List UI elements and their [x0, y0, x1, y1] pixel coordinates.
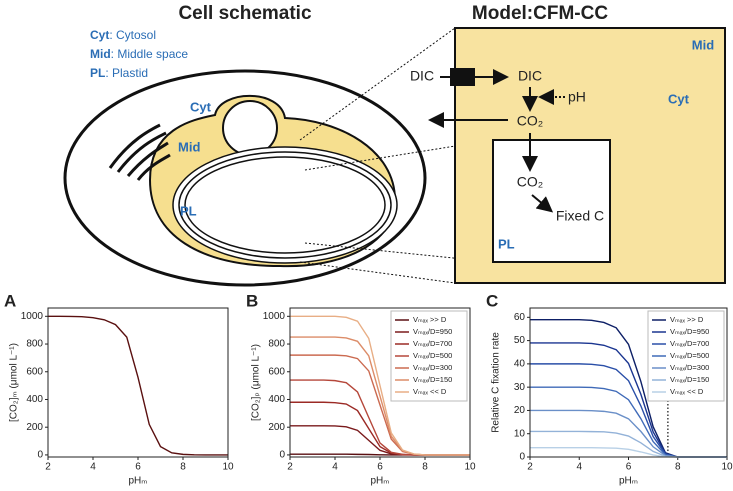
- cell-label: Cyt: [190, 99, 212, 114]
- x-tick-label: 6: [626, 462, 632, 473]
- y-axis-label: [CO₂]ₚ (μmol L⁻¹): [251, 344, 262, 421]
- x-tick-label: 2: [287, 462, 293, 473]
- legend-label: Vₘₐₓ/D=300: [670, 363, 709, 372]
- legend-label: Vₘₐₓ/D=700: [670, 339, 709, 348]
- legend-item: Cyt: Cytosol: [90, 28, 156, 42]
- y-tick-label: 10: [514, 428, 526, 439]
- plot-frame: [47, 307, 229, 458]
- model-label: Cyt: [668, 91, 690, 106]
- legend-label: Vₘₐₓ << D: [413, 387, 447, 396]
- data-line: [530, 430, 727, 458]
- schematic-title: Cell schematic: [178, 3, 311, 24]
- y-tick-label: 400: [268, 394, 285, 405]
- arrow: [531, 194, 554, 213]
- x-tick-label: 2: [527, 462, 533, 473]
- plastid-envelope: [172, 146, 398, 264]
- y-tick-label: 600: [268, 366, 285, 377]
- model-label: CO₂: [517, 174, 543, 190]
- model-title: Model:CFM-CC: [472, 3, 608, 24]
- y-tick-label: 1000: [21, 311, 44, 322]
- y-axis-label: [CO₂]ₘ (μmol L⁻¹): [9, 343, 20, 422]
- model-label: DIC: [518, 68, 542, 84]
- model-label: Fixed C: [556, 208, 604, 224]
- y-tick-label: 600: [26, 366, 43, 377]
- legend-item: Mid: Middle space: [90, 47, 188, 61]
- legend-label: Vₘₐₓ/D=700: [413, 339, 452, 348]
- y-tick-label: 0: [519, 452, 525, 463]
- model-label: Mid: [692, 37, 714, 52]
- x-axis-label: pHₘ: [619, 476, 638, 487]
- panel-label: A: [4, 291, 16, 310]
- plot-frame: [289, 307, 471, 458]
- x-axis-label: pHₘ: [128, 476, 147, 487]
- model-label: DIC: [410, 68, 434, 84]
- x-tick-label: 10: [721, 462, 733, 473]
- y-tick-label: 60: [514, 312, 526, 323]
- legend-label: Vₘₐₓ << D: [670, 387, 704, 396]
- x-tick-label: 8: [675, 462, 681, 473]
- panel-label: B: [246, 291, 258, 310]
- x-tick-label: 10: [222, 462, 234, 473]
- legend-label: Vₘₐₓ >> D: [413, 315, 447, 324]
- y-axis-label: Relative C fixation rate: [491, 332, 502, 433]
- x-axis-label: pHₘ: [370, 476, 389, 487]
- y-tick-label: 400: [26, 394, 43, 405]
- model-label: pH: [568, 89, 586, 105]
- model-label: CO₂: [517, 113, 543, 129]
- y-tick-label: 200: [26, 422, 43, 433]
- legend-item: PL: Plastid: [90, 66, 148, 80]
- y-tick-label: 40: [514, 359, 526, 370]
- plastid-envelope: [184, 156, 386, 254]
- panel-label: C: [486, 291, 498, 310]
- legend-label: Vₘₐₓ/D=500: [413, 351, 452, 360]
- x-tick-label: 4: [576, 462, 582, 473]
- legend-label: Vₘₐₓ/D=950: [670, 327, 709, 336]
- data-line: [530, 446, 727, 458]
- legend-label: Vₘₐₓ/D=150: [670, 375, 709, 384]
- legend-label: Vₘₐₓ/D=950: [413, 327, 452, 336]
- model-label: PL: [498, 236, 515, 251]
- y-tick-label: 0: [37, 450, 43, 461]
- legend-label: Vₘₐₓ/D=300: [413, 363, 452, 372]
- x-tick-label: 8: [422, 462, 428, 473]
- y-tick-label: 800: [26, 339, 43, 350]
- plot-frame: [529, 307, 728, 458]
- y-tick-label: 200: [268, 422, 285, 433]
- y-tick-label: 1000: [263, 311, 286, 322]
- x-tick-label: 2: [45, 462, 51, 473]
- data-line: [290, 315, 470, 456]
- legend-label: Vₘₐₓ/D=150: [413, 375, 452, 384]
- cell-label: Mid: [178, 139, 200, 154]
- x-tick-label: 8: [180, 462, 186, 473]
- legend-label: Vₘₐₓ/D=500: [670, 351, 709, 360]
- cell-label: PL: [180, 203, 197, 218]
- data-line: [290, 425, 470, 456]
- data-line: [290, 401, 470, 456]
- transporter: [450, 68, 475, 86]
- x-tick-label: 10: [464, 462, 476, 473]
- y-tick-label: 20: [514, 405, 526, 416]
- x-tick-label: 4: [332, 462, 338, 473]
- golgi: [108, 123, 171, 181]
- y-tick-label: 0: [279, 450, 285, 461]
- data-line: [48, 315, 228, 456]
- y-tick-label: 50: [514, 335, 526, 346]
- legend-label: Vₘₐₓ >> D: [670, 315, 704, 324]
- y-tick-label: 800: [268, 339, 285, 350]
- x-tick-label: 4: [90, 462, 96, 473]
- y-tick-label: 30: [514, 382, 526, 393]
- x-tick-label: 6: [135, 462, 141, 473]
- x-tick-label: 6: [377, 462, 383, 473]
- plastid-envelope: [178, 151, 392, 259]
